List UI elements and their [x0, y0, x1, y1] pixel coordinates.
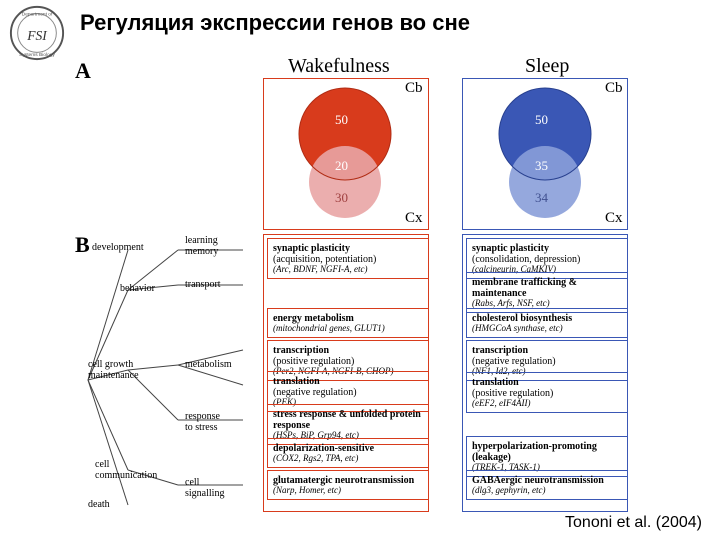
func-item: GABAergic neurotransmission(dlg3, gephyr…: [466, 470, 628, 500]
svg-text:Department of: Department of: [22, 12, 53, 18]
logo: FSI Department of Systems Biology: [8, 4, 66, 62]
citation: Tononi et al. (2004): [565, 514, 702, 532]
panel-a-label: A: [75, 58, 91, 84]
tree-cellcomm: cell communication: [95, 460, 157, 481]
sleep-mid-count: 35: [535, 158, 548, 174]
page-title: Регуляция экспрессии генов во сне: [80, 10, 470, 36]
svg-text:Systems Biology: Systems Biology: [19, 52, 55, 58]
tree-behavior: behavior: [120, 284, 155, 295]
tree-metabolism: metabolism: [185, 360, 232, 371]
tree-transport: transport: [185, 280, 221, 291]
func-item: synaptic plasticity(acquisition, potenti…: [267, 238, 429, 279]
func-item: translation(positive regulation)(eEF2, e…: [466, 372, 628, 413]
tree-response: response to stress: [185, 412, 220, 433]
tree-death: death: [88, 500, 110, 511]
wake-bot-count: 30: [335, 190, 348, 206]
wake-top-count: 50: [335, 112, 348, 128]
tree-learning: learning memory: [185, 236, 218, 257]
func-item: depolarization-sensitive(COX2, Rgs2, TPA…: [267, 438, 429, 468]
wake-mid-count: 20: [335, 158, 348, 174]
func-item: cholesterol biosynthesis(HMGCoA synthase…: [466, 308, 628, 338]
sleep-title: Sleep: [525, 55, 569, 78]
svg-text:FSI: FSI: [26, 28, 48, 43]
func-item: energy metabolism(mitochondrial genes, G…: [267, 308, 429, 338]
func-item: membrane trafficking & maintenance(Rabs,…: [466, 272, 628, 313]
tree-cellsig: cell signalling: [185, 478, 224, 499]
tree-cellgrowth: cell growth maintenance: [88, 360, 139, 381]
wakefulness-title: Wakefulness: [288, 55, 390, 78]
func-item: glutamatergic neurotransmission(Narp, Ho…: [267, 470, 429, 500]
tree-development: development: [92, 243, 144, 254]
sleep-top-count: 50: [535, 112, 548, 128]
sleep-bot-count: 34: [535, 190, 548, 206]
